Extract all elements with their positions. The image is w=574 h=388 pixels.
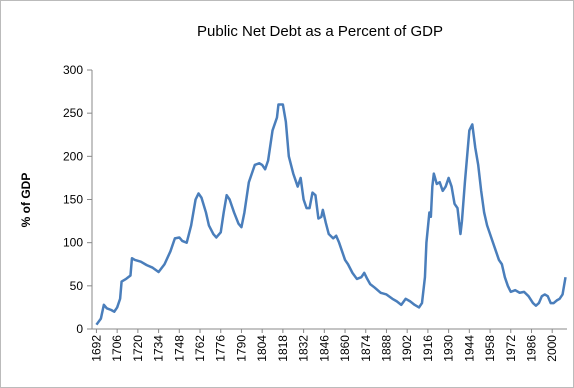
y-tick-label: 250 [63,106,83,120]
x-tick-label: 1958 [483,335,497,362]
y-tick-label: 150 [63,193,83,207]
x-tick-label: 1762 [193,335,207,362]
x-tick-label: 1986 [524,335,538,362]
x-tick-label: 1930 [442,335,456,362]
x-tick-label: 1944 [462,335,476,362]
y-tick-label: 100 [63,236,83,250]
x-tick-label: 1720 [131,335,145,362]
x-tick-label: 1692 [89,335,103,362]
chart-title: Public Net Debt as a Percent of GDP [197,23,443,40]
x-tick-label: 1846 [317,335,331,362]
y-tick-label: 50 [70,279,84,293]
x-tick-label: 1860 [338,335,352,362]
x-tick-label: 1818 [276,335,290,362]
x-tick-label: 1902 [400,335,414,362]
x-tick-label: 1790 [234,335,248,362]
data-line [95,103,567,326]
x-tick-label: 1776 [214,335,228,362]
x-tick-label: 1972 [504,335,518,362]
x-tick-label: 2000 [545,335,559,362]
x-tick-label: 1832 [297,335,311,362]
x-tick-label: 1888 [379,335,393,362]
x-tick-label: 1874 [359,335,373,362]
y-axis-label: % of GDP [19,173,33,228]
y-tick-label: 300 [63,63,83,77]
x-tick-label: 1916 [421,335,435,362]
y-tick-label: 200 [63,149,83,163]
x-tick-label: 1734 [152,335,166,362]
x-tick-label: 1804 [255,335,269,362]
x-tick-label: 1706 [110,335,124,362]
y-tick-label: 0 [76,322,83,336]
x-tick-label: 1748 [172,335,186,362]
